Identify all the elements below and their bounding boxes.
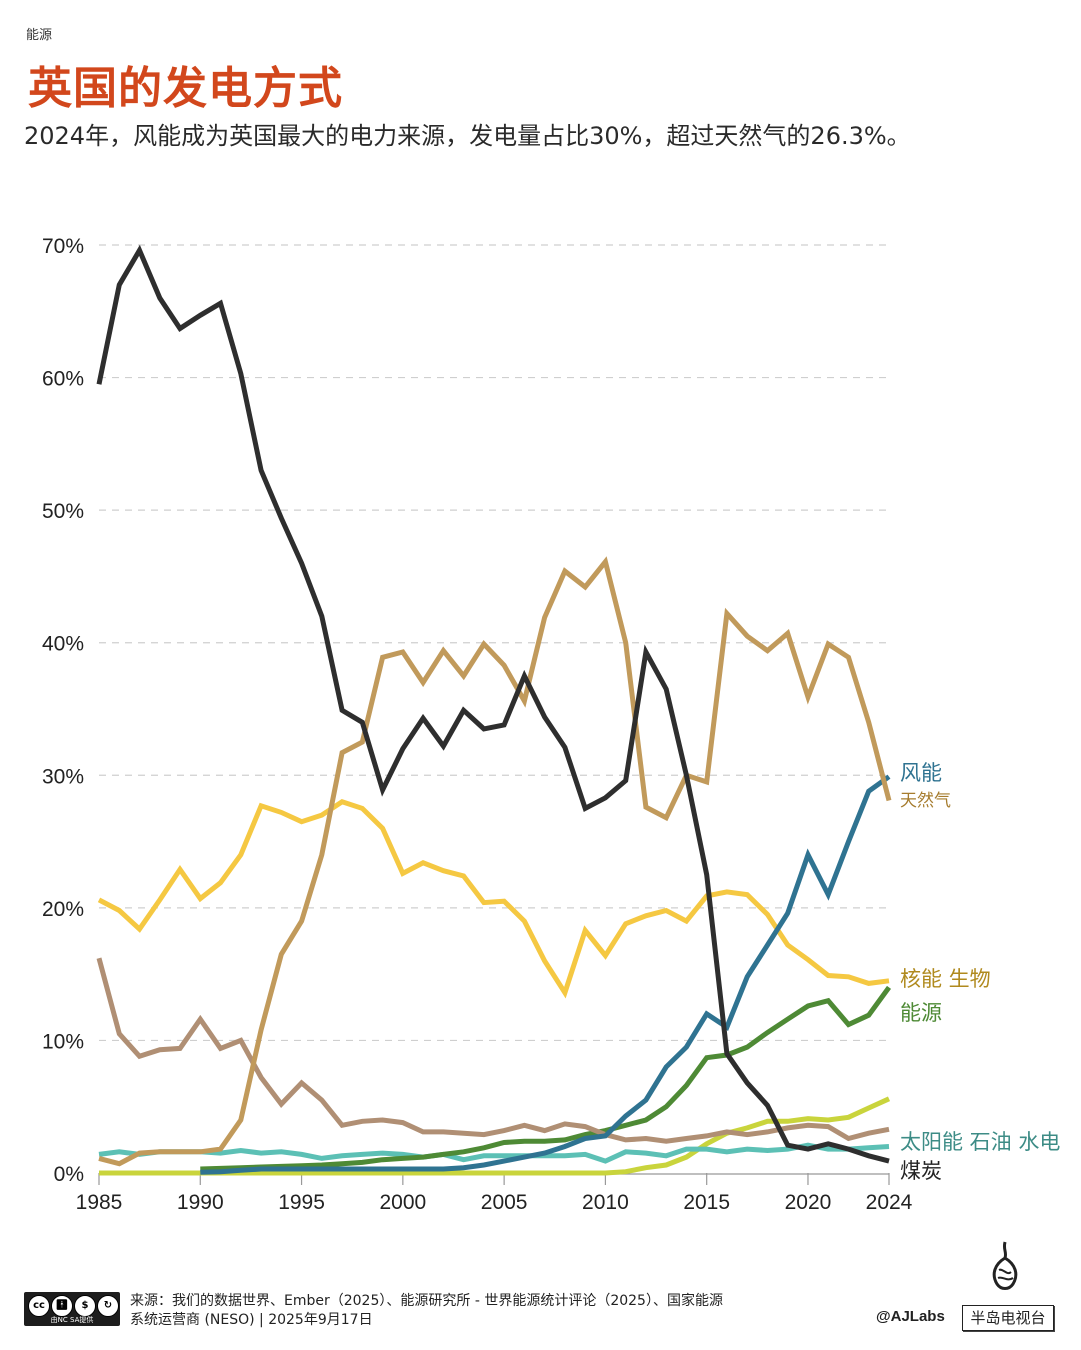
license-text: 由NC SA提供 bbox=[50, 1316, 94, 1324]
sa-icon: ↻ bbox=[97, 1295, 119, 1317]
series-lines bbox=[96, 244, 892, 1176]
y-tick-label: 0% bbox=[54, 1163, 84, 1186]
line-chart: 0% 10% 20% 30% 40% 50% 60% 70% 1985 1990 1995 2000… bbox=[42, 235, 1060, 1214]
x-tick-label: 2005 bbox=[481, 1191, 528, 1214]
x-tick-label: 1985 bbox=[76, 1191, 123, 1214]
cc-license-badge: cc 🚹︎ $ ↻ 由NC SA提供 bbox=[24, 1292, 120, 1326]
series-line-gas bbox=[98, 556, 892, 1167]
series-line-nuclear bbox=[97, 799, 890, 999]
x-tick-label: 1990 bbox=[177, 1191, 224, 1214]
by-person-icon: 🚹︎ bbox=[51, 1295, 73, 1317]
x-tick-label: 2020 bbox=[785, 1191, 832, 1214]
page-title: 英国的发电方式 bbox=[28, 63, 343, 114]
source-line-1: 来源：我们的数据世界、Ember（2025）、能源研究所 - 世界能源统计评论（… bbox=[130, 1293, 723, 1309]
grid-lines bbox=[99, 244, 886, 1042]
series-line-bio bbox=[200, 985, 892, 1172]
y-tick-label: 10% bbox=[42, 1030, 84, 1053]
cc-icon: cc bbox=[28, 1295, 50, 1317]
series-line-coal bbox=[96, 244, 890, 1164]
y-tick-label: 60% bbox=[42, 368, 84, 391]
series-label-wind: 风能 bbox=[900, 761, 942, 785]
series-label-hydro: 太阳能 石油 水电 bbox=[900, 1130, 1060, 1154]
source-line-2: 系统运营商 (NESO) | 2025年9月17日 bbox=[130, 1312, 373, 1328]
aj-handle: @AJLabs bbox=[876, 1308, 945, 1325]
x-axis: 1985 1990 1995 2000 2005 2010 2015 2020 2024 bbox=[76, 1173, 913, 1214]
y-axis-ticks: 0% 10% 20% 30% 40% 50% 60% 70% bbox=[42, 235, 84, 1186]
y-tick-label: 50% bbox=[42, 500, 84, 523]
y-tick-label: 20% bbox=[42, 898, 84, 921]
series-label-nuclear: 核能 生物 bbox=[900, 967, 991, 991]
x-tick-label: 2000 bbox=[379, 1191, 426, 1214]
y-tick-label: 40% bbox=[42, 633, 84, 656]
nc-icon: $ bbox=[74, 1295, 96, 1317]
x-tick-label: 2010 bbox=[582, 1191, 629, 1214]
section-tag: 能源 bbox=[26, 28, 53, 43]
y-tick-label: 70% bbox=[42, 235, 84, 258]
x-tick-label: 1995 bbox=[278, 1191, 325, 1214]
subtitle: 2024年，风能成为英国最大的电力来源，发电量占比30%，超过天然气的26.3%… bbox=[24, 122, 911, 150]
series-label-coal: 煤炭 bbox=[900, 1159, 942, 1183]
x-tick-label: 2015 bbox=[683, 1191, 730, 1214]
y-tick-label: 30% bbox=[42, 765, 84, 788]
aljazeera-logo-icon bbox=[992, 1241, 1018, 1290]
series-line-hydro bbox=[98, 1142, 890, 1164]
brand-box: 半岛电视台 bbox=[962, 1305, 1054, 1331]
x-tick-label: 2024 bbox=[866, 1191, 913, 1214]
source-note: 来源：我们的数据世界、Ember（2025）、能源研究所 - 世界能源统计评论（… bbox=[130, 1292, 850, 1330]
series-label-gas: 天然气 bbox=[900, 791, 951, 811]
series-line-wind bbox=[200, 774, 891, 1175]
series-label-bio: 能源 bbox=[900, 1001, 942, 1025]
series-line-oil bbox=[96, 957, 890, 1144]
